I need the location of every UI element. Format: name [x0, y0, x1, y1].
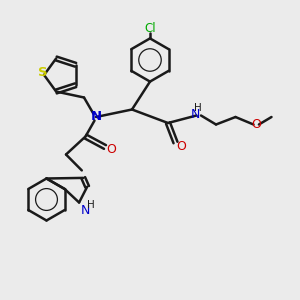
Text: H: H: [194, 103, 201, 113]
Text: N: N: [81, 203, 90, 217]
Text: N: N: [90, 110, 102, 124]
Text: O: O: [252, 118, 261, 131]
Text: S: S: [38, 66, 47, 79]
Text: Cl: Cl: [144, 22, 156, 35]
Text: N: N: [191, 108, 201, 122]
Text: O: O: [176, 140, 186, 153]
Text: H: H: [87, 200, 94, 211]
Text: O: O: [107, 143, 116, 156]
